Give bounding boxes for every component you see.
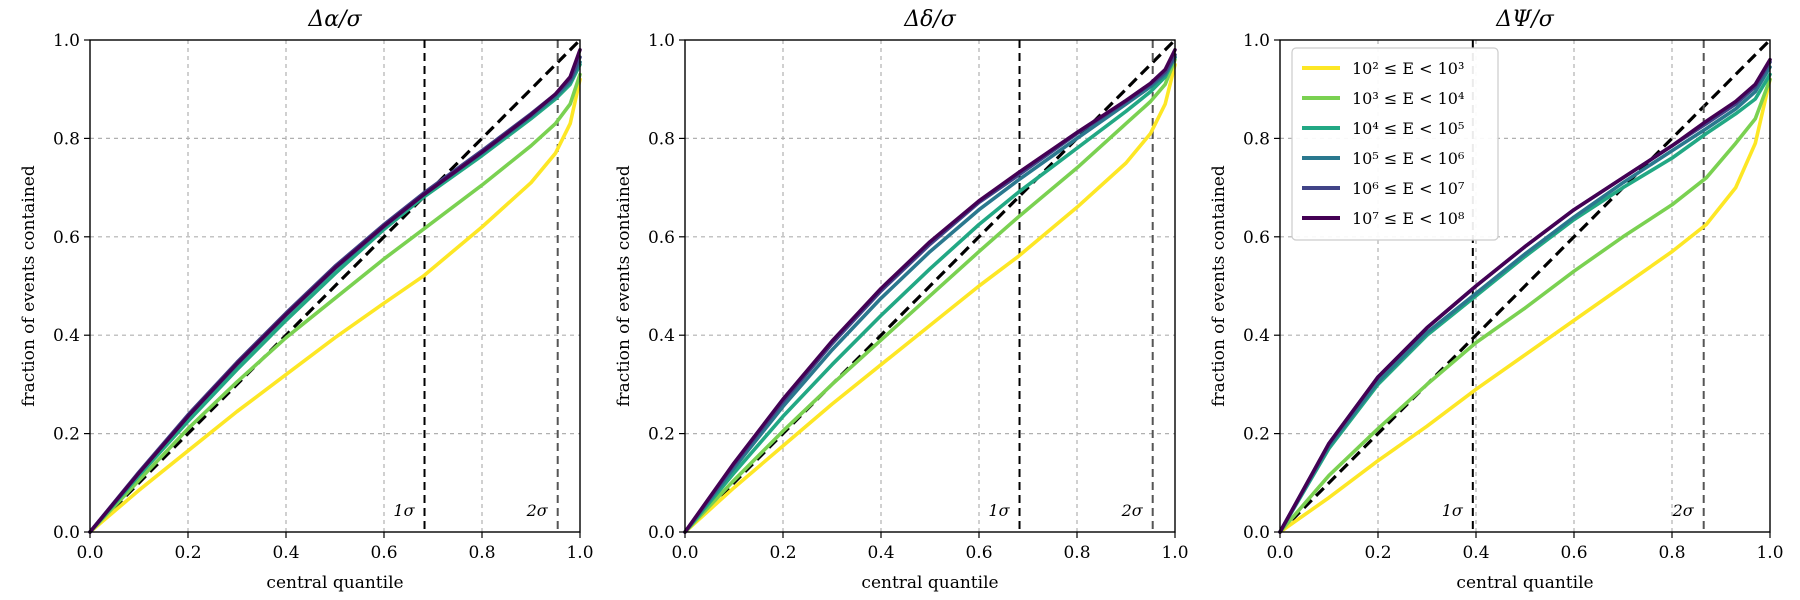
y-tick-label: 0.0 [1243, 523, 1270, 543]
chart-panel-3: 1σ 2σ 0.0 0.2 0.4 0.6 0.8 1.0 0.0 0.2 0.4 0.6 0.8 1.0… [1209, 7, 1784, 593]
legend-label-2: 10³ ≤ E < 10⁴ [1352, 89, 1464, 108]
y-tick-label: 0.8 [53, 129, 80, 149]
plot-frame [684, 39, 1176, 533]
y-tick-label: 0.4 [1243, 326, 1270, 346]
x-tick-label: 0.2 [769, 543, 796, 563]
y-tick-label: 0.6 [53, 228, 80, 248]
x-tick-label: 0.8 [468, 543, 495, 563]
chart-title: ΔΨ/σ [1495, 7, 1555, 32]
x-tick-label: 0.8 [1658, 543, 1685, 563]
y-tick-label: 0.6 [1243, 228, 1270, 248]
series-line-4 [1278, 65, 1772, 534]
x-tick-label: 0.2 [174, 543, 201, 563]
series-line-5 [88, 55, 582, 534]
sigma-label-2: 2σ [526, 501, 549, 520]
y-tick-label: 0.2 [648, 425, 675, 445]
x-tick-label: 0.6 [1560, 543, 1587, 563]
y-tick-label: 0.2 [1243, 425, 1270, 445]
x-tick-label: 1.0 [566, 543, 593, 563]
y-tick-label: 0.8 [648, 129, 675, 149]
x-tick-label: 0.6 [965, 543, 992, 563]
y-tick-label: 1.0 [53, 31, 80, 51]
x-tick-label: 1.0 [1161, 543, 1188, 563]
series-line-6 [88, 48, 582, 534]
series-line-6 [683, 48, 1177, 534]
y-axis-label: fraction of events contained [1209, 165, 1229, 407]
x-axis-label: central quantile [266, 573, 403, 593]
x-tick-label: 0.4 [867, 543, 894, 563]
legend: 10² ≤ E < 10³ 10³ ≤ E < 10⁴ 10⁴ ≤ E < 10⁵ 1… [1291, 47, 1499, 241]
y-axis-label: fraction of events contained [19, 165, 39, 407]
chart-title: Δα/σ [307, 7, 362, 32]
x-tick-label: 0.6 [370, 543, 397, 563]
reference-diagonal-line [1278, 38, 1772, 534]
sigma-label-1: 1σ [1442, 501, 1464, 520]
sigma-label-2: 2σ [1121, 501, 1144, 520]
series-line-2 [88, 72, 582, 534]
x-tick-label: 0.0 [76, 543, 103, 563]
y-tick-label: 0.8 [1243, 129, 1270, 149]
legend-label-4: 10⁵ ≤ E < 10⁶ [1352, 149, 1464, 168]
series-line-1 [683, 62, 1177, 534]
series-line-1 [1278, 77, 1772, 534]
series-line-2 [683, 57, 1177, 534]
plot-frame [89, 39, 581, 533]
x-tick-label: 1.0 [1756, 543, 1783, 563]
legend-box [1291, 47, 1499, 241]
series-line-3 [683, 55, 1177, 534]
y-tick-label: 1.0 [648, 31, 675, 51]
plot-frame [1279, 39, 1771, 533]
series-line-6 [1278, 57, 1772, 534]
y-tick-label: 0.2 [53, 425, 80, 445]
y-axis-label: fraction of events contained [614, 165, 634, 407]
sigma-label-1: 1σ [393, 501, 415, 520]
reference-diagonal-line [88, 38, 582, 534]
x-axis-label: central quantile [1456, 573, 1593, 593]
chart-panel-2: 1σ 2σ 0.0 0.2 0.4 0.6 0.8 1.0 0.0 0.2 0.4 0.6 0.8 1.0… [614, 7, 1189, 593]
x-tick-label: 0.4 [272, 543, 299, 563]
sigma-label-2: 2σ [1672, 501, 1695, 520]
x-axis-label: central quantile [861, 573, 998, 593]
legend-label-3: 10⁴ ≤ E < 10⁵ [1352, 119, 1464, 138]
x-tick-label: 0.0 [1266, 543, 1293, 563]
sigma-label-1: 1σ [988, 501, 1010, 520]
series-line-4 [683, 55, 1177, 534]
chart-panel-1: 1σ 2σ 0.0 0.2 0.4 0.6 0.8 1.0 0.0 0.2 0.4 0.6 0.8 1.0… [19, 7, 594, 593]
series-line-2 [1278, 77, 1772, 534]
series-line-1 [88, 77, 582, 534]
series-line-3 [88, 62, 582, 534]
x-tick-label: 0.8 [1063, 543, 1090, 563]
y-tick-label: 0.4 [648, 326, 675, 346]
y-tick-label: 0.0 [53, 523, 80, 543]
legend-label-6: 10⁷ ≤ E < 10⁸ [1352, 209, 1464, 228]
legend-label-1: 10² ≤ E < 10³ [1352, 59, 1464, 78]
y-tick-label: 1.0 [1243, 31, 1270, 51]
x-tick-label: 0.0 [671, 543, 698, 563]
x-tick-label: 0.2 [1364, 543, 1391, 563]
y-tick-label: 0.4 [53, 326, 80, 346]
y-tick-label: 0.0 [648, 523, 675, 543]
y-tick-label: 0.6 [648, 228, 675, 248]
chart-title: Δδ/σ [903, 7, 957, 32]
x-tick-label: 0.4 [1462, 543, 1489, 563]
legend-label-5: 10⁶ ≤ E < 10⁷ [1352, 179, 1464, 198]
